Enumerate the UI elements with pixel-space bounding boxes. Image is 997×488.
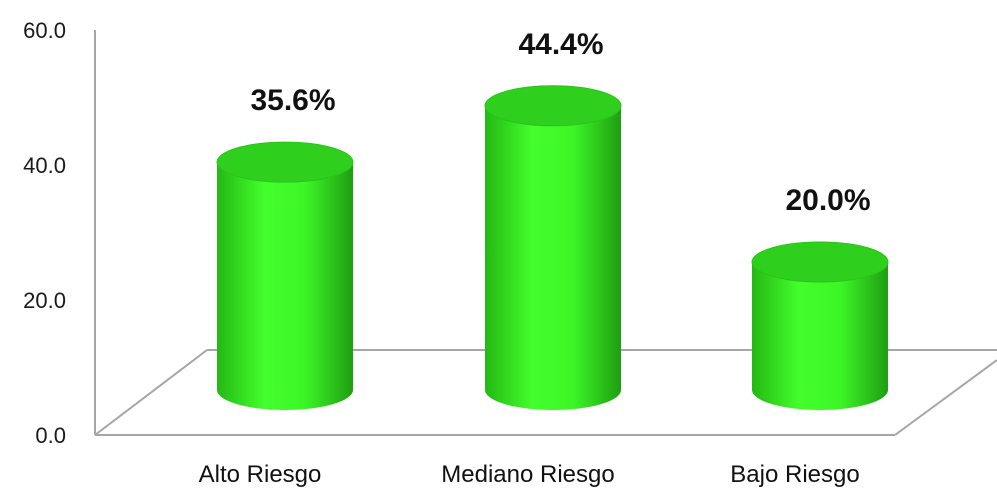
bar-2: [751, 241, 889, 410]
data-label: 44.4%: [518, 28, 603, 61]
x-axis-ticks: Alto Riesgo Mediano Riesgo Bajo Riesgo: [199, 461, 860, 488]
bar-0: [216, 141, 354, 410]
bar-body: [485, 105, 621, 411]
y-tick-label: 60.0: [23, 18, 66, 43]
x-tick-label: Mediano Riesgo: [441, 461, 614, 488]
y-tick-label: 40.0: [23, 153, 66, 178]
data-labels: 35.6% 44.4% 20.0%: [250, 28, 870, 217]
bar-top: [216, 141, 354, 183]
bar-body: [217, 162, 353, 410]
bar-top: [751, 241, 889, 283]
data-label: 35.6%: [250, 84, 335, 117]
floor-right-edge: [894, 359, 997, 436]
y-tick-label: 0.0: [35, 423, 66, 448]
x-tick-label: Bajo Riesgo: [730, 461, 859, 488]
bar-body: [752, 261, 888, 410]
y-tick-label: 20.0: [23, 288, 66, 313]
floor-left-edge: [94, 349, 208, 436]
data-label: 20.0%: [785, 184, 870, 217]
bar-top: [484, 85, 622, 127]
y-axis-ticks: 0.0 20.0 40.0 60.0: [23, 18, 66, 448]
x-tick-label: Alto Riesgo: [199, 461, 322, 488]
chart-bars: [216, 85, 889, 411]
bar-1: [484, 85, 622, 411]
